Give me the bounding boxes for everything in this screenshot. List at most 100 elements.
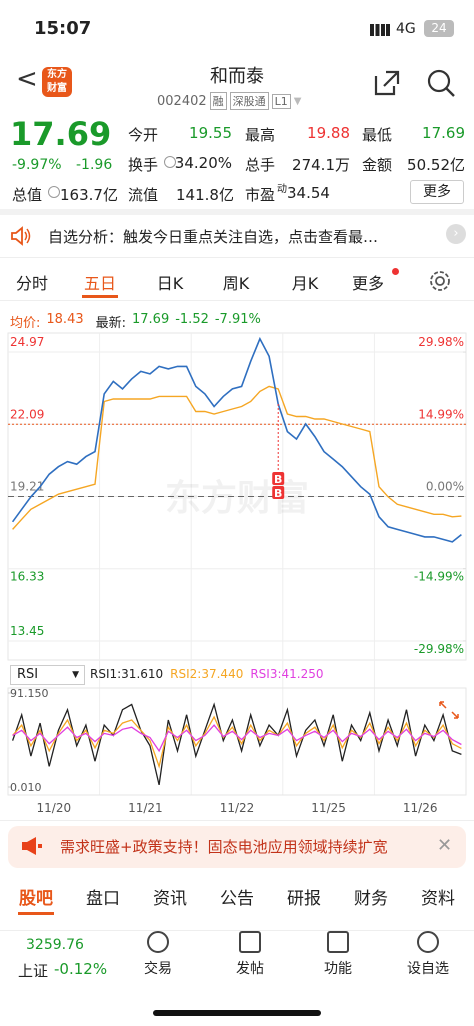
tab[interactable]: 分时 bbox=[15, 274, 48, 293]
latest-value: 17.69 bbox=[132, 312, 170, 327]
latest-value: -1.52 bbox=[175, 312, 209, 327]
latest-label: 最新: bbox=[95, 316, 126, 331]
field-value: 34.20% bbox=[174, 154, 232, 172]
home-indicator bbox=[153, 1010, 321, 1016]
marker: B bbox=[274, 473, 282, 486]
banner-text[interactable]: 自选分析：触发今日重点关注自选，点击查看最… bbox=[48, 228, 379, 246]
back[interactable]: < bbox=[16, 64, 38, 94]
bottom-tab[interactable]: 公告 bbox=[220, 889, 254, 909]
news-banner[interactable] bbox=[8, 826, 466, 868]
nav-label[interactable]: 功能 bbox=[324, 961, 352, 977]
separator bbox=[0, 209, 474, 215]
nav-icon[interactable] bbox=[147, 931, 169, 953]
tag: 深股通 bbox=[229, 92, 269, 110]
field-value: 50.52亿 bbox=[407, 156, 465, 174]
bottom-tab[interactable]: 研报 bbox=[287, 889, 321, 909]
tab[interactable]: 周K bbox=[222, 274, 250, 293]
field-label: 总值 bbox=[12, 186, 43, 204]
index-value: 3259.76 bbox=[26, 937, 84, 953]
y2-tick-label: 29.98% bbox=[418, 335, 464, 349]
y-tick-label: 13.45 bbox=[10, 624, 44, 638]
marker-box bbox=[272, 472, 285, 485]
nav-label[interactable]: 交易 bbox=[144, 961, 172, 977]
tab[interactable]: 月K bbox=[291, 274, 319, 293]
settings-icon[interactable] bbox=[428, 269, 452, 293]
legend-entry: RSI2:37.440 bbox=[170, 667, 244, 681]
tag: L1 bbox=[271, 93, 291, 109]
separator bbox=[0, 257, 474, 258]
change: -1.96 bbox=[76, 157, 113, 173]
x-tick-label: 11/21 bbox=[128, 801, 163, 815]
field-value: 19.55 bbox=[189, 124, 232, 142]
tag: 融 bbox=[209, 92, 227, 110]
bottom-tab[interactable]: 资料 bbox=[421, 889, 455, 909]
y2-tick-label: 14.99% bbox=[418, 407, 464, 421]
legend-entry: RSI3:41.250 bbox=[250, 667, 324, 681]
field-label: 总手 bbox=[245, 156, 276, 174]
network: 4G bbox=[396, 21, 416, 37]
field-value: 34.54 bbox=[287, 184, 330, 202]
y-tick-label: 19.21 bbox=[10, 480, 44, 494]
field-label: 市盈 bbox=[245, 186, 276, 204]
field-label: 今开 bbox=[128, 126, 159, 144]
tab-underline bbox=[82, 295, 118, 298]
separator bbox=[0, 820, 474, 821]
rsi-frame bbox=[7, 687, 467, 796]
logo-text: 财富 bbox=[47, 83, 67, 94]
field-value: 141.8亿 bbox=[176, 186, 234, 204]
logo-text: 东方 bbox=[47, 69, 67, 80]
avg-value: 18.43 bbox=[46, 312, 84, 327]
separator bbox=[0, 930, 474, 931]
legend-entry: RSI1:31.610 bbox=[90, 667, 164, 681]
field-label: 最低 bbox=[362, 126, 393, 144]
nav-label[interactable]: 设自选 bbox=[407, 961, 449, 977]
expand-icon bbox=[439, 701, 459, 719]
tab[interactable]: 五日 bbox=[83, 274, 116, 293]
marker-box bbox=[272, 486, 285, 499]
nav-icon[interactable] bbox=[417, 931, 439, 953]
watermark: 东方财富 bbox=[165, 477, 309, 519]
field-sup: 动 bbox=[277, 184, 287, 195]
more-button[interactable]: 更多 bbox=[410, 180, 464, 204]
bottom-tab[interactable]: 财务 bbox=[354, 889, 388, 909]
nav-icon[interactable] bbox=[327, 931, 349, 953]
tab[interactable]: 日K bbox=[156, 274, 184, 293]
chart: 东方财富 24.97 22.09 19.21 16.33 13.45 29.98% 14.99… bbox=[7, 332, 467, 815]
share-icon[interactable] bbox=[372, 68, 402, 98]
x-tick-label: 11/22 bbox=[220, 801, 255, 815]
y-tick-label: 16.33 bbox=[10, 570, 44, 584]
bottom-tab[interactable]: 资讯 bbox=[153, 889, 187, 909]
chevron[interactable]: › bbox=[446, 224, 466, 244]
marker: B bbox=[274, 487, 282, 500]
price-line bbox=[11, 336, 462, 543]
tab[interactable]: 更多 bbox=[351, 274, 384, 293]
signal bbox=[370, 24, 390, 36]
bottom-tab[interactable]: 股吧 bbox=[19, 889, 53, 909]
news-text[interactable]: 需求旺盛+政策支持！固态电池应用领域持续扩宽 bbox=[60, 838, 388, 856]
nav-label[interactable]: 发帖 bbox=[236, 961, 264, 977]
field-value: 19.88 bbox=[307, 124, 350, 142]
change-pct: -9.97% bbox=[12, 157, 62, 173]
y-tick-label: 24.97 bbox=[10, 335, 44, 349]
nav-icon[interactable] bbox=[239, 931, 261, 953]
bottom-tab[interactable]: 盘口 bbox=[86, 889, 120, 909]
close[interactable]: ✕ bbox=[437, 835, 453, 856]
y2-tick-label: 0.00% bbox=[426, 480, 464, 494]
y-tick-label: 22.09 bbox=[10, 407, 44, 421]
badge-dot bbox=[392, 268, 399, 275]
index-change: -0.12% bbox=[54, 960, 108, 978]
rsi-label: RSI bbox=[17, 667, 39, 682]
x-tick-label: 11/20 bbox=[37, 801, 72, 815]
tab-underline bbox=[18, 912, 54, 915]
y2-tick-label: -14.99% bbox=[414, 570, 464, 584]
separator bbox=[0, 300, 474, 301]
rsi-line bbox=[12, 715, 462, 769]
stock-name: 和而泰 bbox=[210, 66, 264, 87]
avg-label: 均价: bbox=[10, 316, 41, 331]
y2-tick-label: -29.98% bbox=[414, 642, 464, 656]
chart-header: 均价: 18.43 最新: 17.69 -1.52 -7.91% bbox=[10, 312, 261, 331]
search-icon[interactable] bbox=[426, 68, 456, 98]
rsi-select[interactable]: RSI ▼ bbox=[10, 665, 85, 685]
index-name: 上证 bbox=[18, 962, 49, 980]
